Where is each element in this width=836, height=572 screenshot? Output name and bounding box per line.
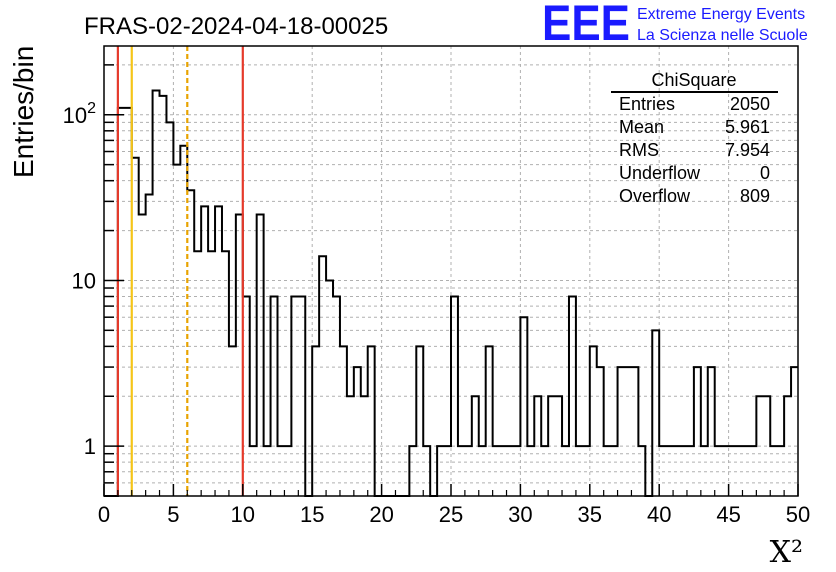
histogram-bin <box>618 367 625 496</box>
stats-label: Underflow <box>619 163 701 183</box>
x-tick-label: 40 <box>647 502 671 527</box>
stats-value: 7.954 <box>725 140 770 160</box>
y-tick-label: 102 <box>63 100 96 128</box>
histogram-bin <box>694 367 701 496</box>
histogram-bin <box>416 346 423 496</box>
x-tick-label: 30 <box>508 502 532 527</box>
x-tick-label: 15 <box>300 502 324 527</box>
chart-title: FRAS-02-2024-04-18-00025 <box>84 13 388 40</box>
x-tick-label: 50 <box>786 502 810 527</box>
y-axis: 1 10 102 <box>63 64 124 497</box>
histogram-bin <box>354 367 361 496</box>
x-tick-label: 20 <box>369 502 393 527</box>
histogram-bin <box>201 206 208 496</box>
histogram-bin <box>326 280 333 496</box>
stats-label: Overflow <box>619 186 691 206</box>
stats-value: 809 <box>740 186 770 206</box>
histogram-bin <box>625 367 632 496</box>
histogram-bin <box>146 195 153 496</box>
y-axis-label: Entries/bin <box>8 46 39 178</box>
stats-label: Mean <box>619 117 664 137</box>
histogram-bin <box>340 346 347 496</box>
histogram-bin <box>590 346 597 496</box>
x-tick-label: 45 <box>716 502 740 527</box>
histogram-bin <box>319 256 326 496</box>
stats-value: 2050 <box>730 94 770 114</box>
histogram-bin <box>708 367 715 496</box>
histogram-bin <box>368 346 375 496</box>
y-tick-label: 1 <box>84 434 96 459</box>
eee-logo: EEE Extreme Energy Events La Scienza nel… <box>542 0 808 51</box>
histogram-bin <box>312 346 319 496</box>
x-tick-label: 5 <box>167 502 179 527</box>
reference-lines <box>116 46 244 496</box>
histogram-bin <box>215 206 222 496</box>
stats-box: ChiSquare Entries 2050 Mean 5.961 RMS 7.954 Un… <box>611 70 778 206</box>
histogram-bin <box>166 122 173 496</box>
stats-label: RMS <box>619 140 659 160</box>
logo-letters: EEE <box>542 0 630 51</box>
histogram-bin <box>597 367 604 496</box>
logo-line2: La Scienza nelle Scuole <box>637 27 808 44</box>
y-tick-label: 10 <box>72 268 96 293</box>
x-tick-label: 25 <box>439 502 463 527</box>
histogram-bin <box>652 330 659 496</box>
logo-line1: Extreme Energy Events <box>637 6 805 23</box>
stats-value: 5.961 <box>725 117 770 137</box>
stats-value: 0 <box>760 163 770 183</box>
x-tick-label: 10 <box>231 502 255 527</box>
histogram-outline <box>104 89 798 497</box>
histogram-bin <box>229 346 236 496</box>
grid-lines <box>104 46 798 496</box>
histogram-bin <box>631 367 638 496</box>
histogram-bin <box>160 96 167 496</box>
stats-title: ChiSquare <box>651 70 736 90</box>
histogram-bin <box>520 317 527 496</box>
histogram-bin <box>791 367 798 496</box>
x-axis: 0 5 10 15 20 25 30 35 40 45 50 <box>98 484 810 527</box>
stats-label: Entries <box>619 94 675 114</box>
histogram-bin <box>486 346 493 496</box>
x-axis-label: X² <box>770 535 803 570</box>
x-tick-label: 0 <box>98 502 110 527</box>
x-tick-label: 35 <box>578 502 602 527</box>
